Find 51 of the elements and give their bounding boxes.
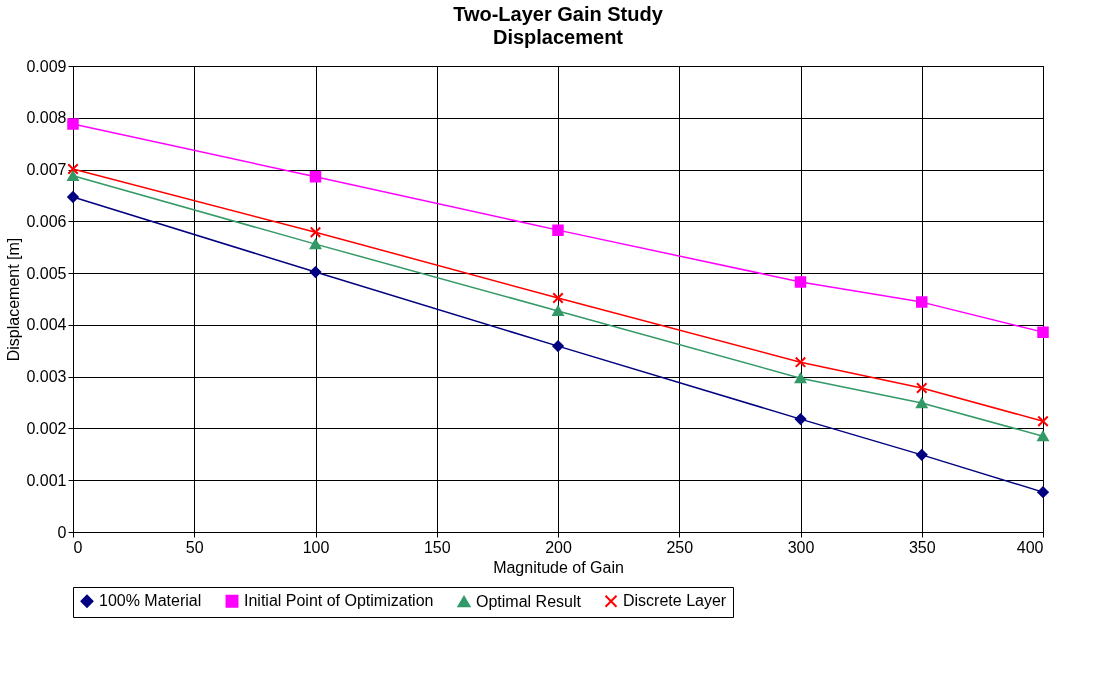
y-tick-label: 0 bbox=[57, 523, 67, 541]
y-tick-label: 0.006 bbox=[26, 212, 67, 230]
point bbox=[1037, 486, 1049, 498]
point bbox=[1037, 415, 1049, 427]
x-tick-label: 350 bbox=[908, 538, 936, 556]
point bbox=[552, 305, 564, 317]
point bbox=[309, 266, 322, 278]
x-axis-title: Magnitude of Gain bbox=[493, 558, 624, 576]
x-tick-label: 150 bbox=[423, 538, 451, 556]
point bbox=[794, 373, 807, 384]
x-tick-label: 250 bbox=[666, 538, 694, 556]
legend-label: Optimal Result bbox=[476, 592, 582, 610]
x-tick-label: 50 bbox=[185, 538, 204, 556]
point bbox=[916, 397, 928, 409]
point bbox=[916, 382, 928, 394]
x-tick-label: 400 bbox=[1016, 538, 1044, 556]
y-tick-label: 0.008 bbox=[26, 109, 67, 127]
point bbox=[552, 340, 564, 352]
point bbox=[916, 296, 928, 308]
point bbox=[552, 292, 564, 304]
point bbox=[67, 191, 79, 203]
x-tick-label: 100 bbox=[302, 538, 330, 556]
legend-label: 100% Material bbox=[99, 592, 202, 610]
point bbox=[309, 226, 322, 238]
y-tick-label: 0.002 bbox=[26, 419, 67, 437]
y-tick-label: 0.009 bbox=[26, 57, 67, 75]
y-tick-label: 0.004 bbox=[26, 316, 67, 334]
y-axis-title: Displacement [m] bbox=[5, 237, 23, 362]
point bbox=[67, 163, 79, 175]
y-tick-label: 0.005 bbox=[26, 264, 67, 282]
x-tick-label: 300 bbox=[787, 538, 815, 556]
point bbox=[67, 118, 79, 130]
point bbox=[916, 449, 928, 461]
x-tick-label: 200 bbox=[545, 538, 572, 556]
point bbox=[1037, 326, 1049, 338]
point bbox=[794, 276, 807, 288]
y-tick-label: 0.003 bbox=[26, 368, 67, 386]
legend-label: Initial Point of Optimization bbox=[244, 592, 434, 610]
point bbox=[1037, 431, 1049, 442]
point bbox=[794, 413, 807, 425]
point bbox=[552, 224, 564, 236]
y-tick-label: 0.007 bbox=[26, 161, 67, 179]
x-tick-label: 0 bbox=[73, 538, 83, 556]
chart-title: Two-Layer Gain Study bbox=[453, 3, 664, 25]
point bbox=[67, 170, 79, 181]
point bbox=[309, 171, 322, 183]
chart-subtitle: Displacement bbox=[492, 26, 624, 48]
y-tick-label: 0.001 bbox=[26, 471, 67, 489]
point bbox=[794, 356, 807, 368]
point bbox=[309, 239, 322, 250]
legend-label: Discrete Layer bbox=[623, 592, 727, 610]
